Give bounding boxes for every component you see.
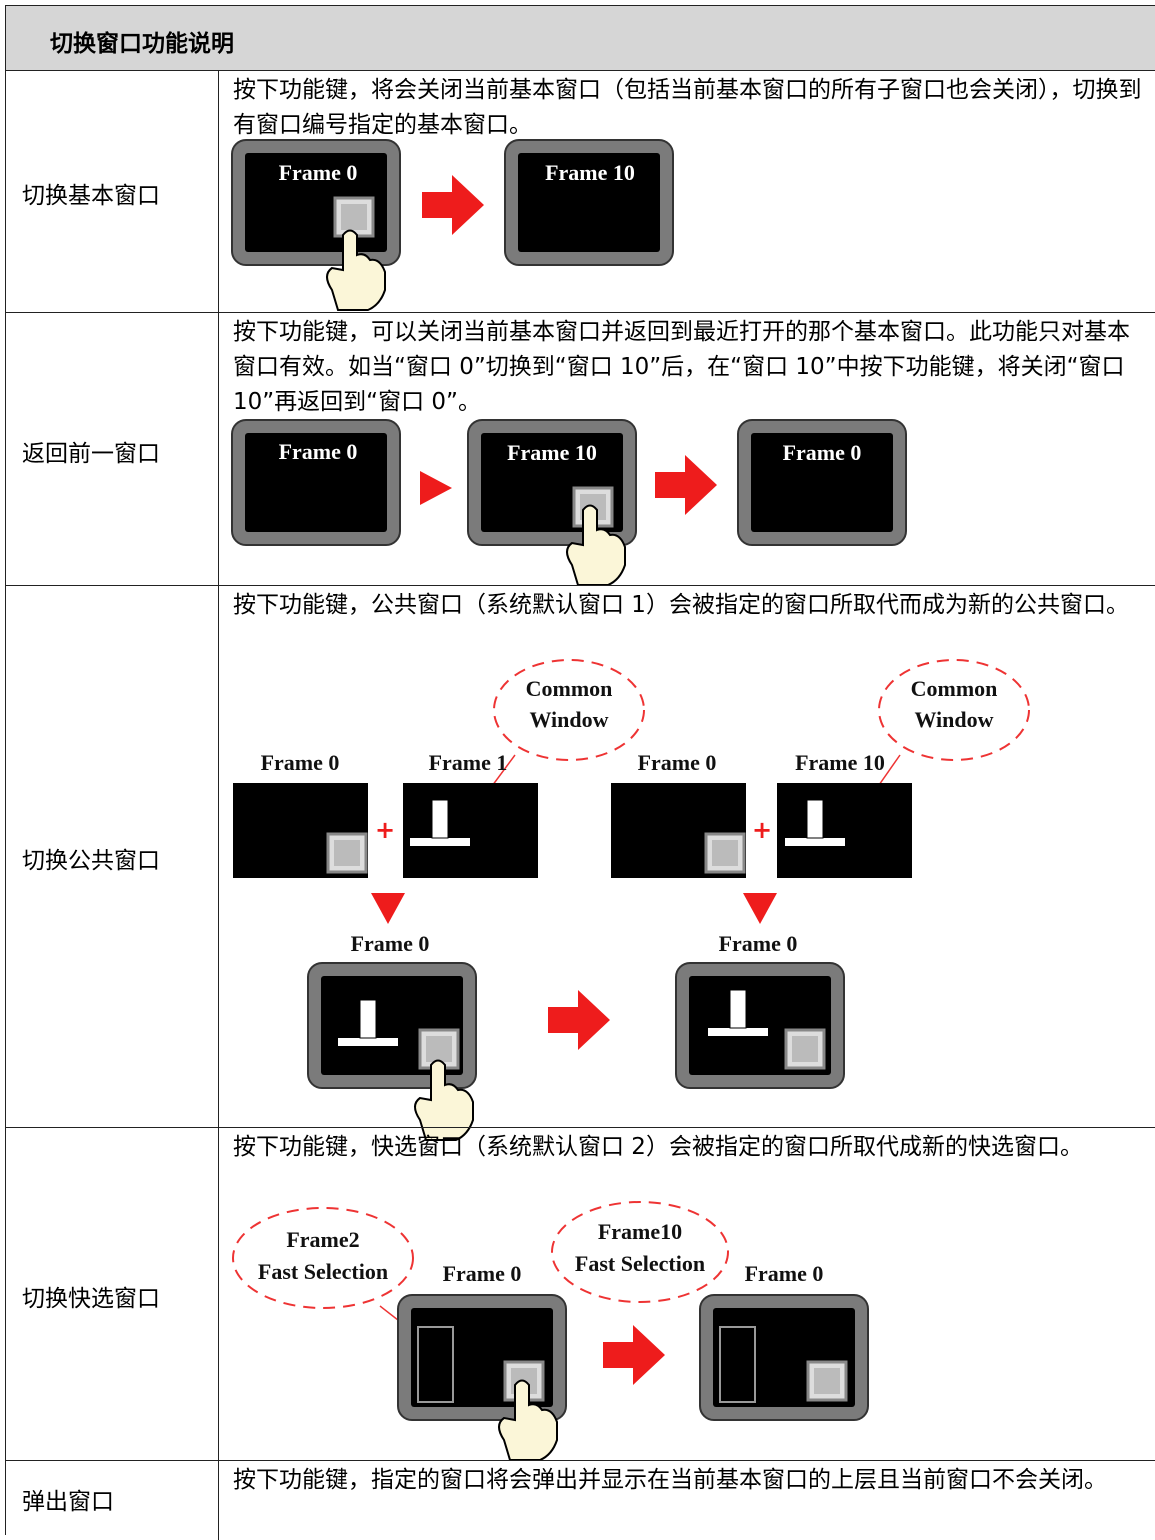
frame-screen xyxy=(518,153,660,252)
frame-label: Frame 10 xyxy=(545,160,635,185)
hand xyxy=(326,229,386,311)
frame-label: Frame 0 xyxy=(638,750,717,775)
frame-label: Common xyxy=(526,676,613,701)
row-divider xyxy=(5,1127,1155,1128)
sub-window xyxy=(417,1326,454,1403)
frame-label: Common xyxy=(911,676,998,701)
column-divider xyxy=(218,70,219,1540)
arrow xyxy=(422,175,484,235)
arrow xyxy=(603,1325,665,1385)
frame-label: Window xyxy=(529,707,608,732)
frame-label: Frame 0 xyxy=(719,931,798,956)
arrow xyxy=(743,893,777,924)
arrow xyxy=(420,471,452,505)
plus: + xyxy=(752,816,772,844)
frame-label: Frame 1 xyxy=(429,750,508,775)
icon xyxy=(359,999,377,1039)
row-description: 按下功能键，可以关闭当前基本窗口并返回到最近打开的那个基本窗口。此功能只对基本窗… xyxy=(233,319,1130,415)
button-face xyxy=(712,840,738,866)
row-name: 切换公共窗口 xyxy=(22,848,160,874)
icon xyxy=(806,799,824,839)
arrow xyxy=(655,455,717,515)
frame-label: Frame2 xyxy=(286,1227,359,1252)
button-face xyxy=(334,840,360,866)
row-name: 切换基本窗口 xyxy=(22,183,160,209)
window xyxy=(403,783,538,878)
arrow xyxy=(371,893,405,924)
sub-window xyxy=(719,1326,756,1403)
frame-screen xyxy=(245,433,387,532)
icon xyxy=(729,989,747,1029)
callout xyxy=(551,1201,729,1303)
frame-label: Window xyxy=(914,707,993,732)
table-border xyxy=(5,5,6,1535)
window xyxy=(777,783,912,878)
button-face xyxy=(814,1368,840,1394)
frame-label: Frame 10 xyxy=(507,440,597,465)
button-face xyxy=(341,204,367,230)
frame-label: Frame 0 xyxy=(783,440,862,465)
callout xyxy=(878,659,1030,761)
row-divider xyxy=(5,1460,1155,1461)
button-face xyxy=(792,1036,818,1062)
icon xyxy=(410,838,470,846)
row-name: 弹出窗口 xyxy=(22,1489,114,1515)
hand xyxy=(498,1379,558,1461)
button-face xyxy=(426,1036,452,1062)
callout xyxy=(232,1207,414,1309)
row-divider xyxy=(5,70,1155,71)
frame-label: Frame 0 xyxy=(261,750,340,775)
row-name: 切换快选窗口 xyxy=(22,1285,160,1312)
row-divider xyxy=(5,312,1155,313)
icon xyxy=(431,799,449,839)
row-description: 按下功能键，将会关闭当前基本窗口（包括当前基本窗口的所有子窗口也会关闭），切换到… xyxy=(233,77,1142,138)
icon xyxy=(785,838,845,846)
hand xyxy=(414,1059,474,1141)
frame-label: Frame 0 xyxy=(745,1261,824,1286)
row-name: 返回前一窗口 xyxy=(22,440,160,467)
frame-label: Frame 0 xyxy=(443,1261,522,1286)
callout xyxy=(493,659,645,761)
frame-label: Frame 0 xyxy=(279,439,358,464)
arrow xyxy=(548,990,610,1050)
frame-label: Fast Selection xyxy=(575,1251,705,1276)
header-title: 切换窗口功能说明 xyxy=(5,5,1155,71)
hand xyxy=(566,504,626,586)
plus: + xyxy=(375,816,395,844)
row-divider xyxy=(5,585,1155,586)
row-description: 按下功能键，指定的窗口将会弹出并显示在当前基本窗口的上层且当前窗口不会关闭。 xyxy=(233,1467,1107,1493)
frame-screen xyxy=(751,433,893,532)
frame-label: Frame 0 xyxy=(351,931,430,956)
frame-label: Frame 10 xyxy=(795,750,885,775)
frame-label: Frame10 xyxy=(598,1219,682,1244)
frame-label: Frame 0 xyxy=(279,160,358,185)
icon xyxy=(708,1028,768,1036)
frame-label: Fast Selection xyxy=(258,1259,388,1284)
row-description: 按下功能键，公共窗口（系统默认窗口 1）会被指定的窗口所取代而成为新的公共窗口。 xyxy=(233,592,1129,618)
icon xyxy=(338,1038,398,1046)
row-description: 按下功能键，快选窗口（系统默认窗口 2）会被指定的窗口所取代成新的快选窗口。 xyxy=(233,1134,1083,1160)
